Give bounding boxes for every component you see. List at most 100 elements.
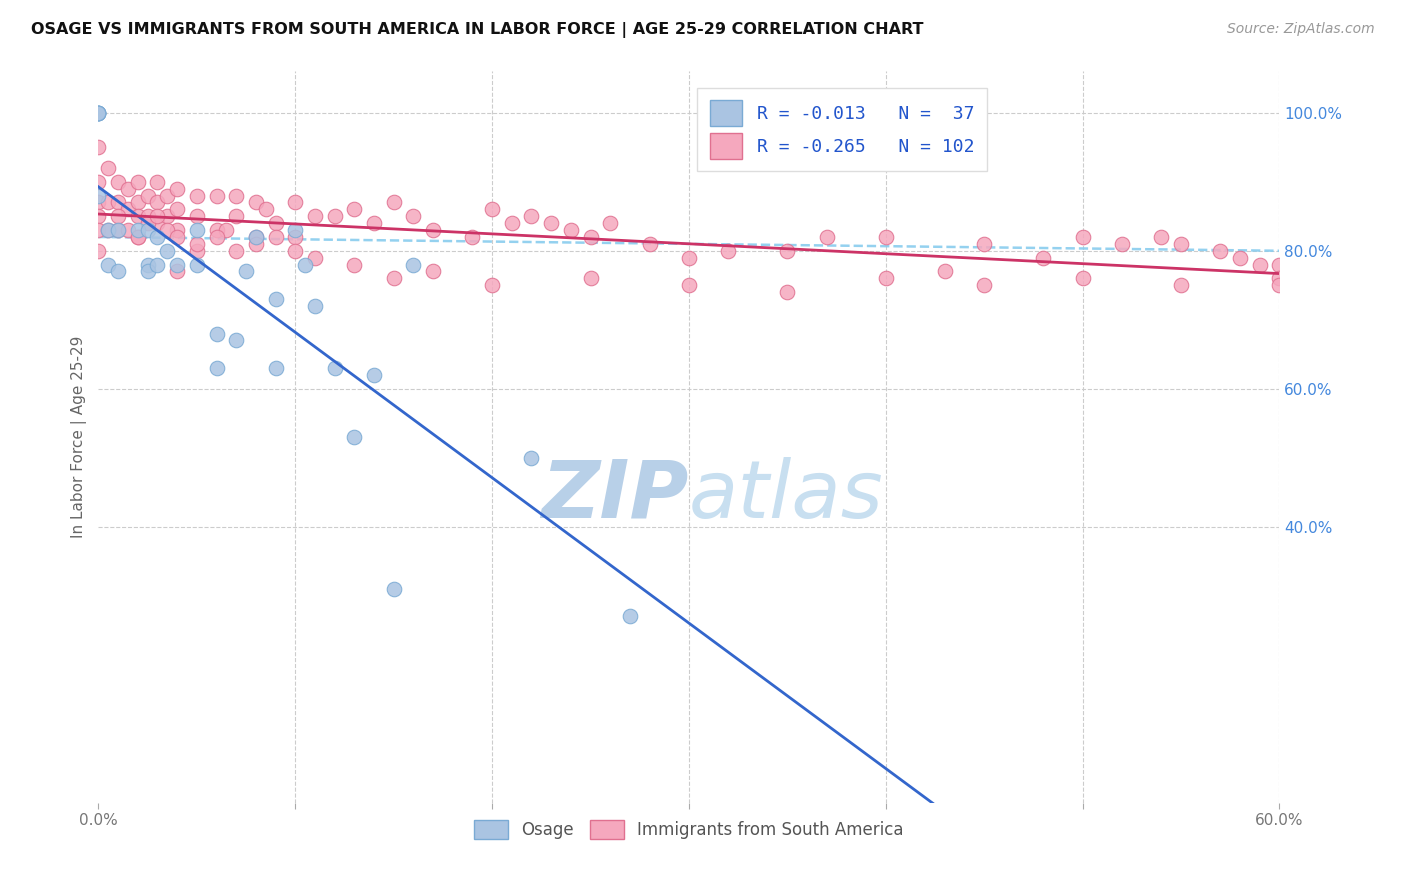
Point	[264, 216, 287, 230]
Point	[579, 271, 602, 285]
Point	[205, 188, 228, 202]
Point	[422, 264, 444, 278]
Point	[136, 223, 159, 237]
Point	[461, 230, 484, 244]
Point	[107, 195, 129, 210]
Point	[205, 326, 228, 341]
Point	[1268, 278, 1291, 293]
Point	[117, 182, 139, 196]
Point	[87, 175, 110, 189]
Point	[87, 195, 110, 210]
Text: OSAGE VS IMMIGRANTS FROM SOUTH AMERICA IN LABOR FORCE | AGE 25-29 CORRELATION CH: OSAGE VS IMMIGRANTS FROM SOUTH AMERICA I…	[31, 22, 924, 38]
Point	[186, 244, 208, 258]
Point	[264, 361, 287, 376]
Point	[934, 264, 956, 278]
Point	[1170, 278, 1192, 293]
Point	[127, 209, 149, 223]
Point	[127, 175, 149, 189]
Point	[1170, 236, 1192, 251]
Point	[166, 182, 188, 196]
Point	[186, 258, 208, 272]
Point	[1071, 230, 1094, 244]
Point	[156, 209, 179, 223]
Point	[1032, 251, 1054, 265]
Point	[225, 334, 247, 348]
Point	[245, 195, 267, 210]
Point	[146, 209, 169, 223]
Point	[304, 299, 326, 313]
Point	[776, 285, 799, 300]
Point	[323, 361, 346, 376]
Point	[146, 258, 169, 272]
Point	[166, 223, 188, 237]
Point	[1268, 271, 1291, 285]
Point	[815, 230, 838, 244]
Point	[87, 105, 110, 120]
Point	[166, 264, 188, 278]
Point	[156, 223, 179, 237]
Point	[87, 105, 110, 120]
Point	[186, 188, 208, 202]
Point	[87, 209, 110, 223]
Point	[294, 258, 316, 272]
Point	[520, 209, 543, 223]
Point	[1209, 244, 1232, 258]
Point	[186, 223, 208, 237]
Point	[87, 105, 110, 120]
Point	[107, 264, 129, 278]
Point	[422, 223, 444, 237]
Point	[97, 223, 120, 237]
Point	[254, 202, 277, 217]
Text: atlas: atlas	[689, 457, 884, 534]
Point	[87, 105, 110, 120]
Point	[382, 195, 405, 210]
Point	[215, 223, 238, 237]
Point	[87, 105, 110, 120]
Point	[501, 216, 523, 230]
Point	[343, 202, 366, 217]
Point	[304, 209, 326, 223]
Point	[97, 161, 120, 175]
Point	[87, 244, 110, 258]
Point	[245, 230, 267, 244]
Point	[540, 216, 562, 230]
Point	[284, 230, 307, 244]
Point	[127, 195, 149, 210]
Point	[97, 258, 120, 272]
Point	[343, 430, 366, 444]
Point	[599, 216, 621, 230]
Point	[579, 230, 602, 244]
Point	[117, 202, 139, 217]
Text: ZIP: ZIP	[541, 457, 689, 534]
Point	[235, 264, 257, 278]
Point	[304, 251, 326, 265]
Point	[97, 223, 120, 237]
Point	[146, 216, 169, 230]
Point	[107, 223, 129, 237]
Point	[127, 223, 149, 237]
Point	[166, 258, 188, 272]
Point	[1150, 230, 1173, 244]
Y-axis label: In Labor Force | Age 25-29: In Labor Force | Age 25-29	[72, 336, 87, 538]
Point	[1249, 258, 1271, 272]
Point	[136, 258, 159, 272]
Point	[973, 278, 995, 293]
Point	[382, 582, 405, 596]
Point	[402, 258, 425, 272]
Point	[87, 188, 110, 202]
Point	[481, 278, 503, 293]
Point	[363, 216, 385, 230]
Point	[481, 202, 503, 217]
Point	[973, 236, 995, 251]
Point	[205, 230, 228, 244]
Point	[136, 264, 159, 278]
Point	[619, 609, 641, 624]
Point	[186, 209, 208, 223]
Point	[107, 175, 129, 189]
Point	[638, 236, 661, 251]
Point	[87, 140, 110, 154]
Point	[560, 223, 582, 237]
Point	[284, 244, 307, 258]
Point	[678, 278, 700, 293]
Point	[146, 195, 169, 210]
